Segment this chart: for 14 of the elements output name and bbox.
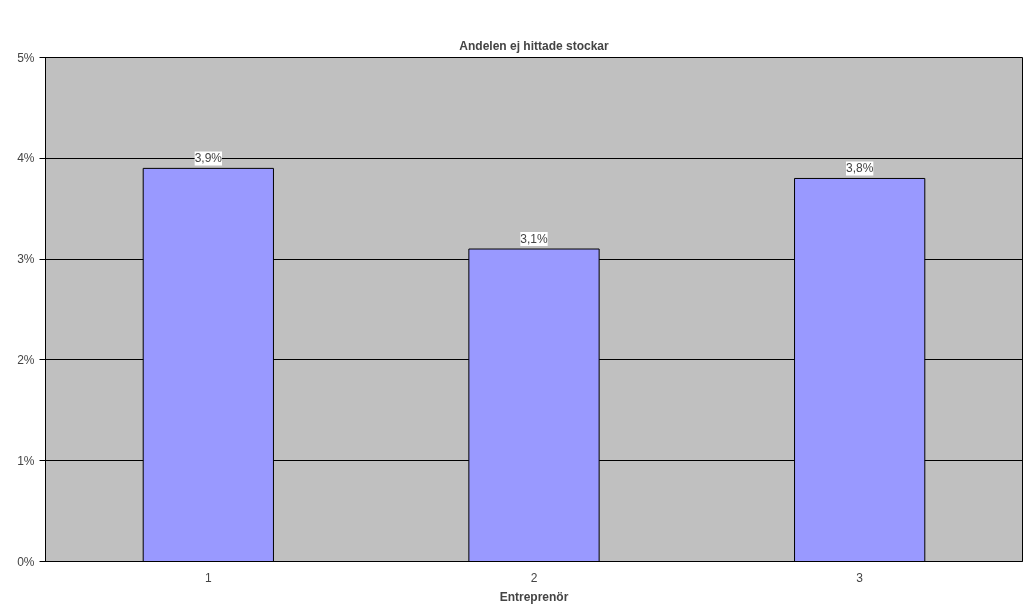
y-tick-label: 5% <box>17 50 35 65</box>
x-tick-label: 3 <box>856 570 864 585</box>
data-label: 3,9% <box>194 151 223 166</box>
x-tick-label: 2 <box>530 570 538 585</box>
y-tick-label: 3% <box>17 252 35 267</box>
data-label: 3,1% <box>520 232 549 247</box>
x-axis-title: Entreprenör <box>499 589 569 604</box>
y-tick-label: 1% <box>17 453 35 468</box>
y-tick-label: 0% <box>17 554 35 569</box>
chart-title: Andelen ej hittade stockar <box>459 38 610 53</box>
data-label: 3,8% <box>845 161 874 176</box>
y-tick-label: 2% <box>17 352 35 367</box>
y-tick-label: 4% <box>17 151 35 166</box>
x-tick-label: 1 <box>205 570 212 585</box>
